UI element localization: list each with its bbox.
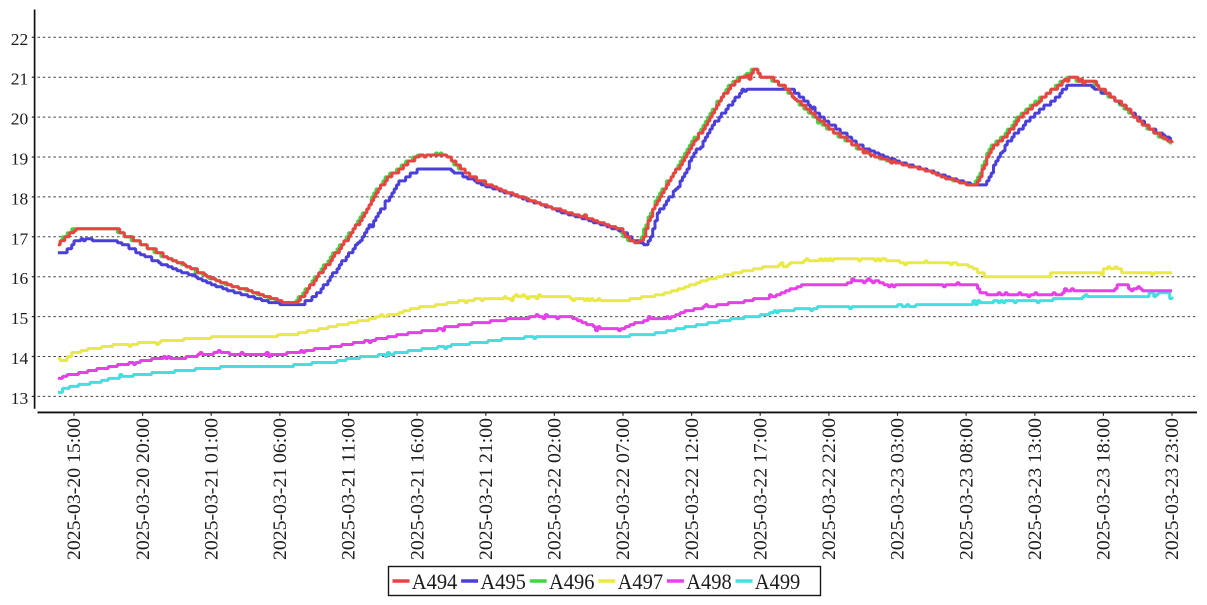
svg-text:2025-03-21 11:00: 2025-03-21 11:00 [339, 418, 360, 560]
svg-text:A498: A498 [686, 569, 732, 594]
svg-text:2025-03-22 12:00: 2025-03-22 12:00 [682, 418, 703, 560]
svg-text:17: 17 [11, 229, 29, 248]
svg-text:15: 15 [11, 309, 29, 328]
svg-text:22: 22 [11, 30, 29, 49]
svg-text:21: 21 [11, 70, 29, 89]
svg-text:A495: A495 [480, 569, 526, 594]
svg-text:2025-03-21 16:00: 2025-03-21 16:00 [407, 418, 428, 560]
svg-text:16: 16 [11, 269, 29, 288]
svg-text:14: 14 [11, 349, 29, 368]
svg-text:A496: A496 [549, 569, 595, 594]
svg-text:2025-03-20 20:00: 2025-03-20 20:00 [133, 418, 154, 560]
svg-text:2025-03-23 23:00: 2025-03-23 23:00 [1162, 418, 1183, 560]
svg-text:2025-03-22 02:00: 2025-03-22 02:00 [545, 418, 566, 560]
svg-text:2025-03-23 18:00: 2025-03-23 18:00 [1094, 418, 1115, 560]
svg-text:2025-03-20 15:00: 2025-03-20 15:00 [64, 418, 85, 560]
svg-text:A494: A494 [412, 569, 458, 594]
svg-text:A497: A497 [618, 569, 664, 594]
svg-text:2025-03-21 06:00: 2025-03-21 06:00 [270, 418, 291, 560]
svg-text:2025-03-21 21:00: 2025-03-21 21:00 [476, 418, 497, 560]
svg-text:20: 20 [11, 110, 29, 129]
svg-text:2025-03-22 22:00: 2025-03-22 22:00 [819, 418, 840, 560]
svg-text:18: 18 [11, 189, 29, 208]
svg-text:2025-03-22 07:00: 2025-03-22 07:00 [613, 418, 634, 560]
svg-text:2025-03-23 13:00: 2025-03-23 13:00 [1025, 418, 1046, 560]
svg-text:A499: A499 [755, 569, 801, 594]
svg-text:2025-03-21 01:00: 2025-03-21 01:00 [201, 418, 222, 560]
svg-text:2025-03-22 17:00: 2025-03-22 17:00 [751, 418, 772, 560]
svg-text:2025-03-23 08:00: 2025-03-23 08:00 [956, 418, 977, 560]
svg-text:19: 19 [11, 150, 29, 169]
svg-text:13: 13 [11, 389, 29, 408]
svg-text:2025-03-23 03:00: 2025-03-23 03:00 [888, 418, 909, 560]
